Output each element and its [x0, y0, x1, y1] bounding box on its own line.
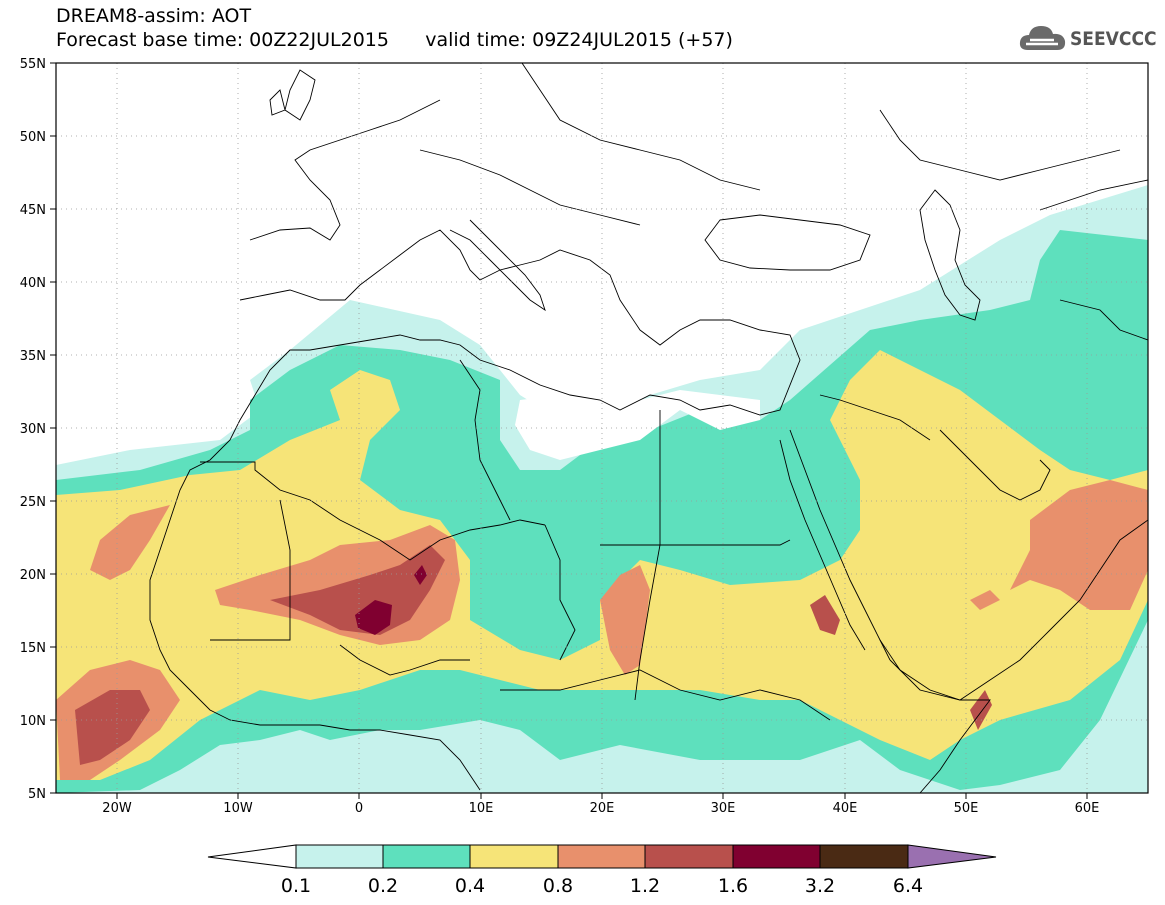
lat-label: 40N: [20, 276, 46, 291]
aot-band-0.8: [90, 505, 170, 580]
colorbar-label: 6.4: [893, 875, 923, 897]
lat-label: 55N: [20, 57, 46, 72]
lat-labels: 55N 50N 45N 40N 35N 30N 25N 20N 15N 10N …: [20, 57, 46, 802]
colorbar-high-arrow: [907, 844, 997, 869]
aot-band-0.8: [1010, 480, 1148, 610]
colorbar: [207, 844, 997, 869]
lat-label: 5N: [28, 787, 46, 802]
lon-label: 10E: [469, 801, 494, 816]
colorbar-swatch: [469, 844, 559, 869]
aot-band-0.8: [970, 590, 1000, 610]
seevccc-logo: SEEVCCC: [1018, 22, 1157, 58]
lon-label: 50E: [954, 801, 979, 816]
lat-label: 15N: [20, 641, 46, 656]
colorbar-swatch: [819, 844, 909, 869]
forecast-time-line: Forecast base time: 00Z22JUL2015 valid t…: [56, 28, 733, 52]
lon-label: 0: [355, 801, 363, 816]
lat-label: 25N: [20, 495, 46, 510]
colorbar-swatch: [557, 844, 646, 869]
lon-labels: 20W 10W 0 10E 20E 30E 40E 50E 60E: [102, 801, 1099, 816]
lat-label: 50N: [20, 130, 46, 145]
aot-clear-area: [515, 390, 760, 460]
colorbar-swatch: [295, 844, 384, 869]
graticule: [56, 63, 1148, 793]
lon-label: 40E: [833, 801, 858, 816]
coastlines: [149, 63, 1148, 793]
cloud-icon: [1019, 26, 1066, 50]
colorbar-label: 0.1: [281, 875, 311, 897]
colorbar-label: 1.6: [718, 875, 748, 897]
lon-label: 20W: [102, 801, 132, 816]
map-title: DREAM8-assim: AOT: [56, 5, 252, 27]
lat-label: 45N: [20, 203, 46, 218]
colorbar-label: 0.4: [455, 875, 485, 897]
lat-label: 10N: [20, 714, 46, 729]
ticks: [50, 62, 1088, 799]
valid-time: valid time: 09Z24JUL2015 (+57): [425, 29, 733, 51]
colorbar-swatch: [644, 844, 734, 869]
lon-label: 20E: [590, 801, 615, 816]
aot-band-0.8: [600, 565, 650, 675]
colorbar-swatch: [382, 844, 471, 869]
colorbar-label: 0.8: [543, 875, 573, 897]
colorbar-labels: 0.1 0.2 0.4 0.8 1.2 1.6 3.2 6.4: [281, 875, 923, 897]
aot-band-1.6: [414, 565, 427, 585]
colorbar-label: 0.2: [368, 875, 398, 897]
colorbar-low-arrow: [207, 844, 297, 869]
lat-label: 35N: [20, 349, 46, 364]
lon-label: 10W: [223, 801, 253, 816]
colorbar-label: 3.2: [805, 875, 835, 897]
aot-band-1.6: [355, 600, 392, 635]
lon-label: 30E: [711, 801, 736, 816]
map-header: DREAM8-assim: AOT Forecast base time: 00…: [56, 4, 733, 52]
aot-band-0.4: [56, 350, 1148, 780]
aot-band-1.2: [270, 545, 445, 635]
aot-band-1.2: [75, 690, 150, 765]
aot-band-1.2: [810, 595, 840, 635]
logo-text: SEEVCCC: [1070, 28, 1157, 50]
lon-label: 60E: [1075, 801, 1100, 816]
base-time: Forecast base time: 00Z22JUL2015: [56, 29, 389, 51]
colorbar-label: 1.2: [630, 875, 660, 897]
lat-label: 20N: [20, 568, 46, 583]
colorbar-swatch: [732, 844, 821, 869]
lat-label: 30N: [20, 422, 46, 437]
